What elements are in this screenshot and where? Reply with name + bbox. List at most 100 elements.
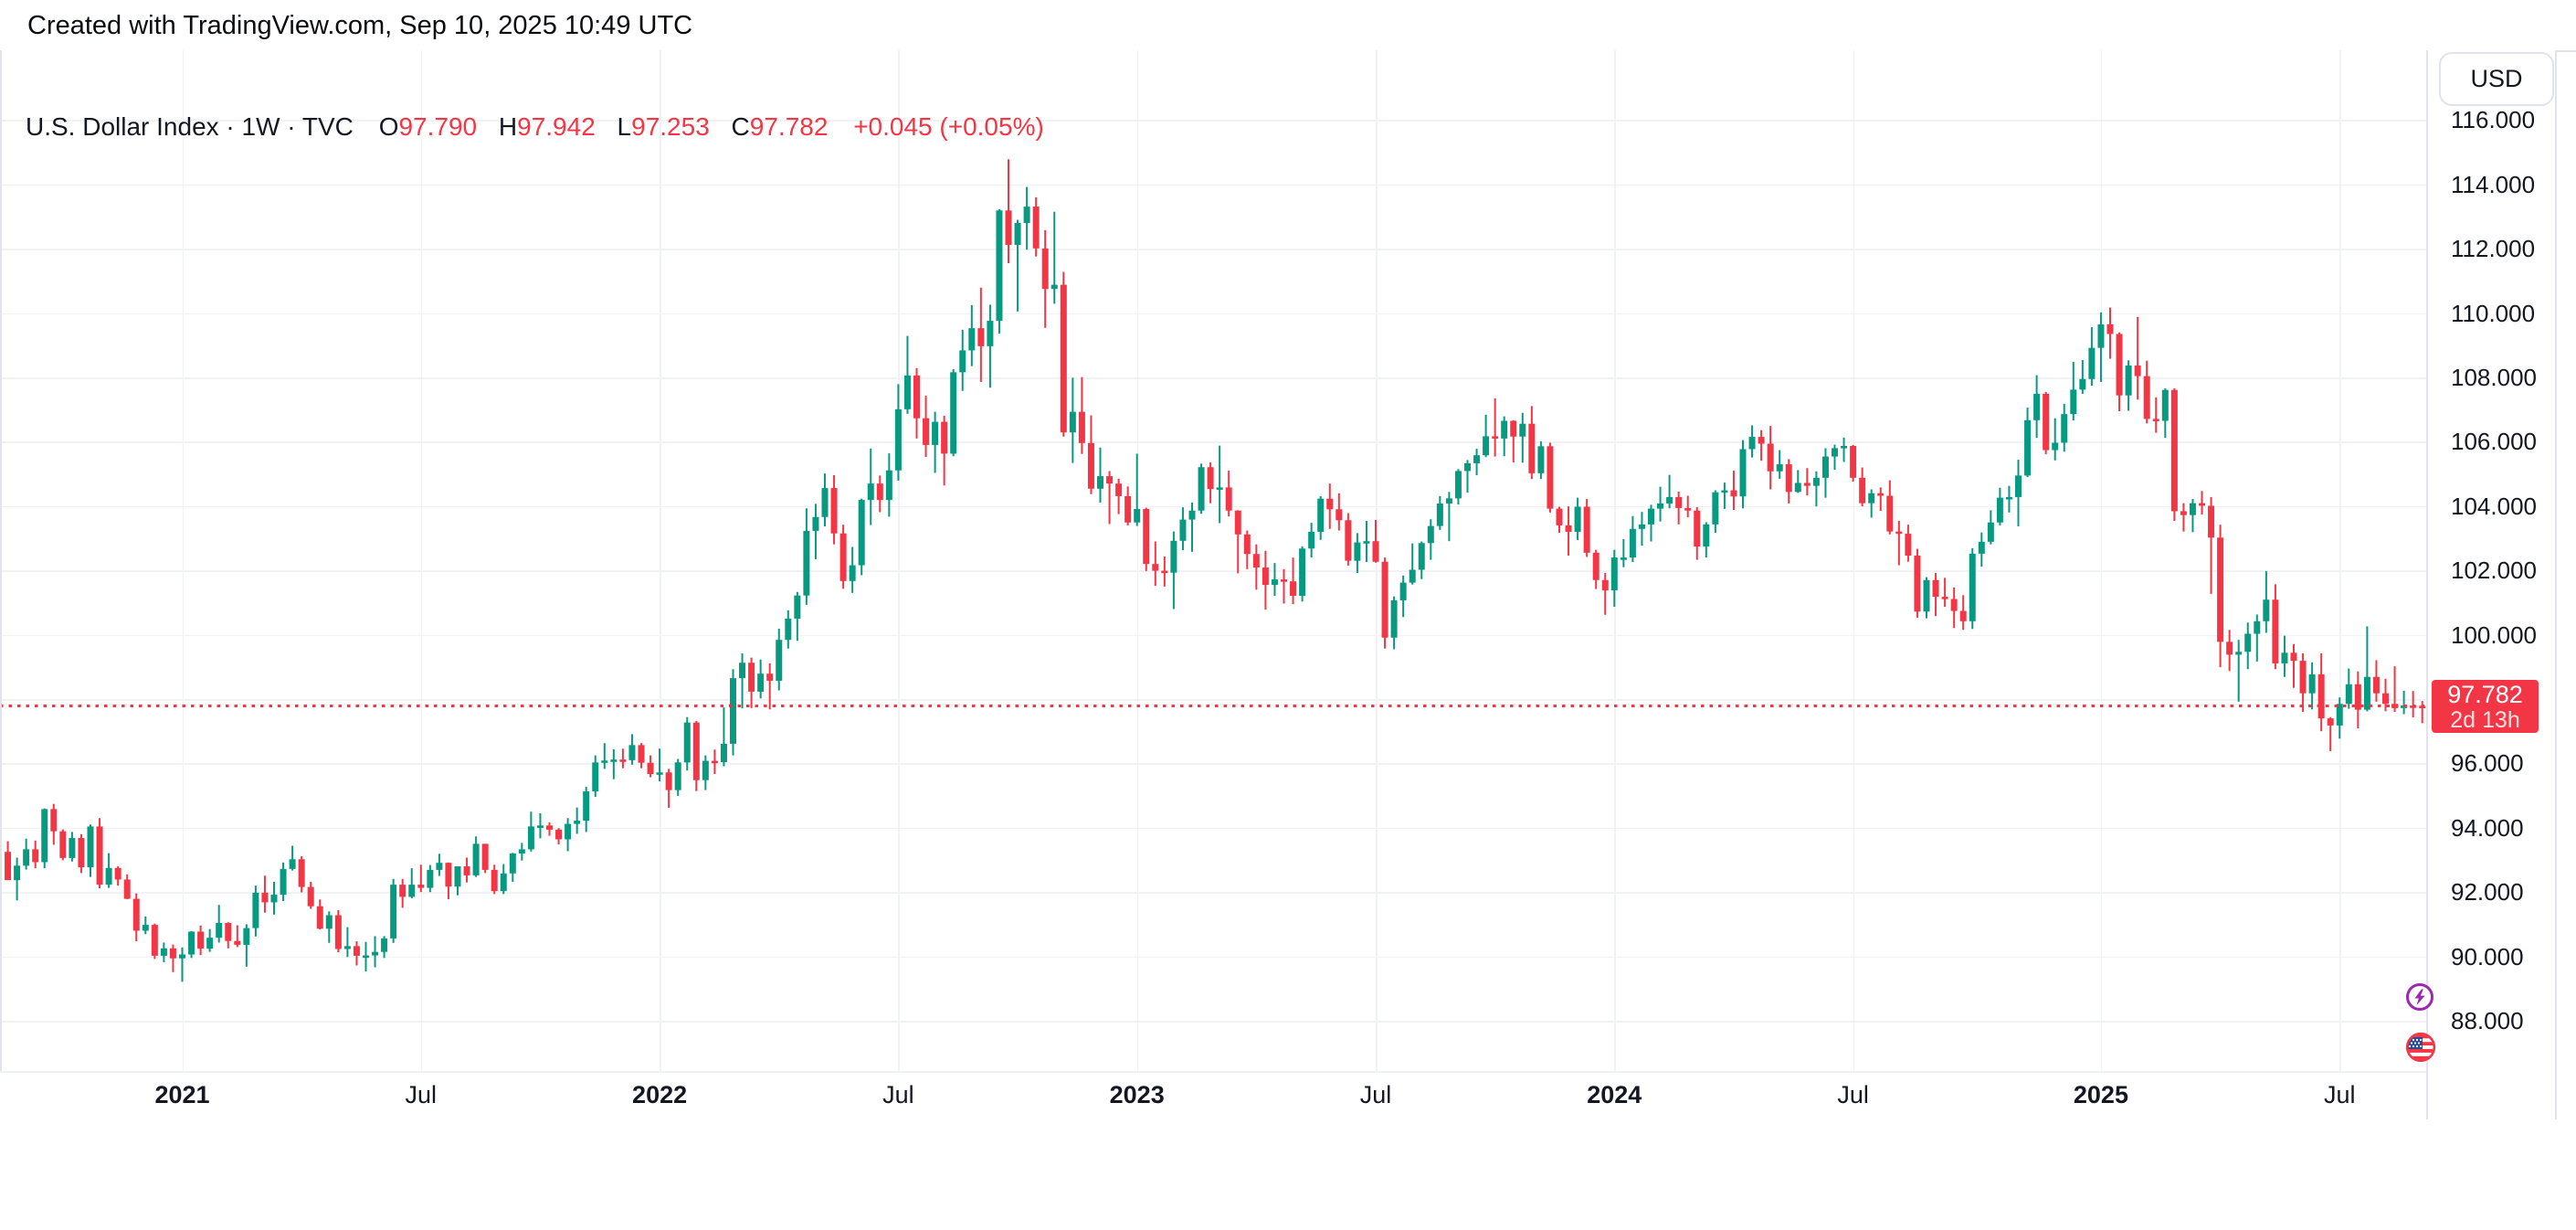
economic-events-icon[interactable] xyxy=(2405,982,2434,1012)
candle-body xyxy=(1336,509,1343,521)
grid-line-h xyxy=(0,634,2426,637)
candle-body xyxy=(1987,522,1994,542)
grid-line-h xyxy=(0,249,2426,250)
candle-body xyxy=(711,760,718,764)
candle-body xyxy=(1427,525,1434,544)
grid-line-v xyxy=(898,50,900,1071)
candle-body xyxy=(785,619,792,641)
candle-body xyxy=(1850,445,1857,478)
candle-body xyxy=(702,760,709,780)
candle-body xyxy=(1905,534,1912,557)
candle-wick xyxy=(1723,482,1726,509)
candle-body xyxy=(1923,579,1930,612)
candle-body xyxy=(1959,610,1967,621)
candle-body xyxy=(2180,511,2187,515)
us-flag-image xyxy=(2408,1034,2433,1060)
candle-body xyxy=(481,843,489,870)
candle-body xyxy=(2199,503,2205,506)
candle-body xyxy=(372,951,379,956)
candle-wick xyxy=(1484,414,1487,458)
time-tick-year: 2023 xyxy=(1109,1081,1165,1108)
candle-body xyxy=(1565,525,1572,532)
candle-wick xyxy=(1622,539,1625,567)
grid-line-v xyxy=(1136,50,1139,1071)
price-tick-label: 96.000 xyxy=(2451,749,2524,778)
candle-body xyxy=(390,885,397,938)
candle-wick xyxy=(1108,471,1111,525)
candle-body xyxy=(41,809,48,863)
candle-body xyxy=(2170,389,2178,512)
candle-wick xyxy=(1833,444,1836,471)
candle-body xyxy=(923,418,930,445)
candle-wick xyxy=(346,927,349,958)
candle-wick xyxy=(988,304,991,388)
candle-body xyxy=(555,829,563,840)
candle-body xyxy=(1418,543,1425,570)
candle-body xyxy=(69,838,76,858)
candle-wick xyxy=(1053,211,1056,304)
candle-body xyxy=(932,421,939,445)
candle-body xyxy=(2272,599,2279,663)
price-scale[interactable]: USD 116.000 114.000 112.000 110.000 108.000 1… xyxy=(2426,50,2555,1119)
candle-body xyxy=(188,931,195,955)
time-tick-year: 2024 xyxy=(1587,1081,1642,1108)
candle-wick xyxy=(2237,640,2240,702)
candle-wick xyxy=(906,335,909,414)
price-tick-label: 104.000 xyxy=(2451,492,2537,520)
candle-body xyxy=(1032,207,1040,249)
candle-body xyxy=(2143,376,2150,419)
candle-body xyxy=(289,859,296,869)
candle-body xyxy=(307,886,314,907)
candle-body xyxy=(1198,467,1205,511)
candle-body xyxy=(1537,446,1545,473)
candle-body xyxy=(2281,652,2288,663)
candle-wick xyxy=(1760,429,1763,461)
chart-plot-area[interactable]: U.S. Dollar Index · 1W · TVC O97.790 H97… xyxy=(0,50,2426,1071)
candle-wick xyxy=(2366,626,2369,712)
price-tick-label: 106.000 xyxy=(2451,428,2537,456)
candle-body xyxy=(1143,508,1150,565)
candle-body xyxy=(803,530,810,596)
candle-body xyxy=(132,898,140,931)
candle-body xyxy=(1620,557,1627,560)
candle-wick xyxy=(768,663,771,710)
candle-body xyxy=(2299,661,2307,694)
candle-body xyxy=(1134,508,1141,523)
candle-wick xyxy=(1448,492,1451,542)
candle-body xyxy=(776,640,783,681)
candle-body xyxy=(2254,620,2261,634)
candle-body xyxy=(1703,524,1710,547)
candle-body xyxy=(1914,556,1921,612)
candle-body xyxy=(849,565,856,581)
candle-wick xyxy=(1191,502,1193,552)
candle-body xyxy=(363,955,369,959)
time-scale[interactable]: 2021 Jul 2022 Jul 2023 Jul 2024 Jul 2025 Jul xyxy=(0,1071,2426,1119)
candle-body xyxy=(1281,579,1287,582)
candle-body xyxy=(518,849,525,854)
time-tick-year: 2021 xyxy=(154,1081,210,1108)
candle-body xyxy=(1841,445,1848,449)
candle-body xyxy=(96,826,103,885)
candle-wick xyxy=(2255,614,2258,662)
candle-body xyxy=(381,938,388,952)
candle-body xyxy=(206,938,214,949)
candle-body xyxy=(1932,579,1939,598)
candle-body xyxy=(1730,490,1737,497)
price-tick-label: 102.000 xyxy=(2451,557,2537,585)
candle-body xyxy=(1501,420,1508,439)
candle-body xyxy=(2116,334,2123,396)
currency-button[interactable]: USD xyxy=(2439,52,2554,106)
candle-body xyxy=(996,210,1003,322)
us-flag-icon[interactable] xyxy=(2405,1032,2436,1063)
candle-body xyxy=(1299,548,1306,596)
candle-wick xyxy=(1466,460,1469,493)
candle-body xyxy=(59,831,67,858)
candle-body xyxy=(509,853,516,874)
candlestick-series[interactable] xyxy=(0,50,2426,1071)
symbol-legend[interactable]: U.S. Dollar Index · 1W · TVC O97.790 H97… xyxy=(26,112,1044,142)
last-price-label: 97.782 2d 13h xyxy=(2432,679,2539,733)
candle-body xyxy=(1950,599,1958,611)
candle-body xyxy=(1170,540,1177,573)
candle-body xyxy=(1638,524,1645,529)
candle-wick xyxy=(723,707,725,767)
